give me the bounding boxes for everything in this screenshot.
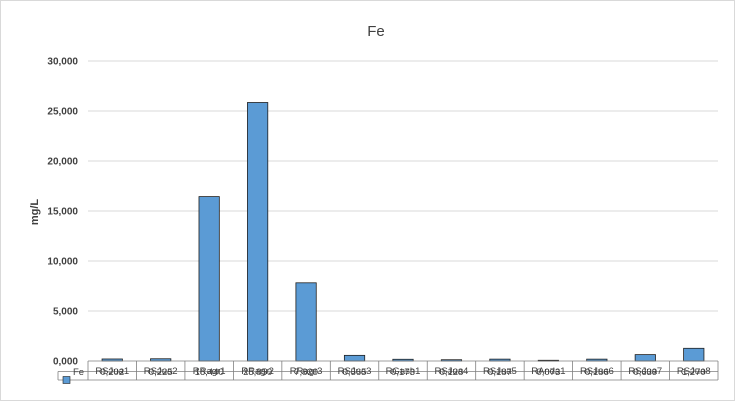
data-label: 7,820 (294, 367, 318, 378)
bar-RRagr2 (247, 102, 269, 362)
y-tick-label: 15,000 (47, 207, 78, 218)
data-label: 25,850 (243, 367, 272, 378)
data-label: 0,565 (343, 367, 367, 378)
gridlines (88, 60, 718, 312)
chart-title: Fe (367, 23, 385, 40)
y-tick-label: 20,000 (47, 157, 78, 168)
category-label: RSJua1 (95, 366, 129, 377)
bar-RSJua7 (634, 354, 656, 362)
category-label: RSJua5 (483, 366, 517, 377)
bar-RRagr1 (198, 196, 220, 362)
data-label: 0,639 (633, 367, 657, 378)
y-tick-label: 10,000 (47, 257, 78, 268)
data-label: 0,073 (536, 367, 560, 378)
y-tick-label: 25,000 (47, 107, 78, 118)
data-label: 16,440 (195, 367, 224, 378)
category-label: RSJua4 (435, 366, 469, 377)
bar-RRagr3 (295, 282, 317, 362)
category-label: RRagr3 (290, 366, 323, 377)
category-label: RSJua8 (677, 366, 711, 377)
category-label: RRagr2 (241, 366, 274, 377)
y-tick-label: 5,000 (53, 307, 78, 318)
data-label: 0,202 (100, 367, 124, 378)
category-label: RSJua7 (628, 366, 662, 377)
y-tick-label: 0,000 (53, 357, 78, 368)
category-label: RSJua6 (580, 366, 614, 377)
bars (101, 102, 705, 362)
data-label: 0,187 (488, 367, 512, 378)
y-tick-label: 30,000 (47, 57, 78, 68)
legend-label: Fe (73, 367, 84, 378)
category-label: RAnda1 (531, 366, 565, 377)
data-label: 0,173 (391, 367, 415, 378)
legend-swatch (62, 376, 71, 384)
data-label: 0,128 (440, 367, 464, 378)
category-label: RGash1 (386, 366, 421, 377)
category-label: RSJua2 (144, 366, 178, 377)
category-label: RSJua3 (338, 366, 372, 377)
bar-RSJua3 (343, 354, 366, 362)
data-label: 0,186 (585, 367, 609, 378)
y-axis-label: mg/L (29, 199, 41, 226)
data-label: 1,270 (682, 367, 706, 378)
category-label: RRagr1 (193, 366, 226, 377)
bar-RSJua8 (683, 347, 705, 362)
data-label: 0,225 (149, 367, 173, 378)
y-tick-labels: 0,000 5,000 10,000 15,000 20,000 25,000 30,000 (47, 57, 78, 368)
